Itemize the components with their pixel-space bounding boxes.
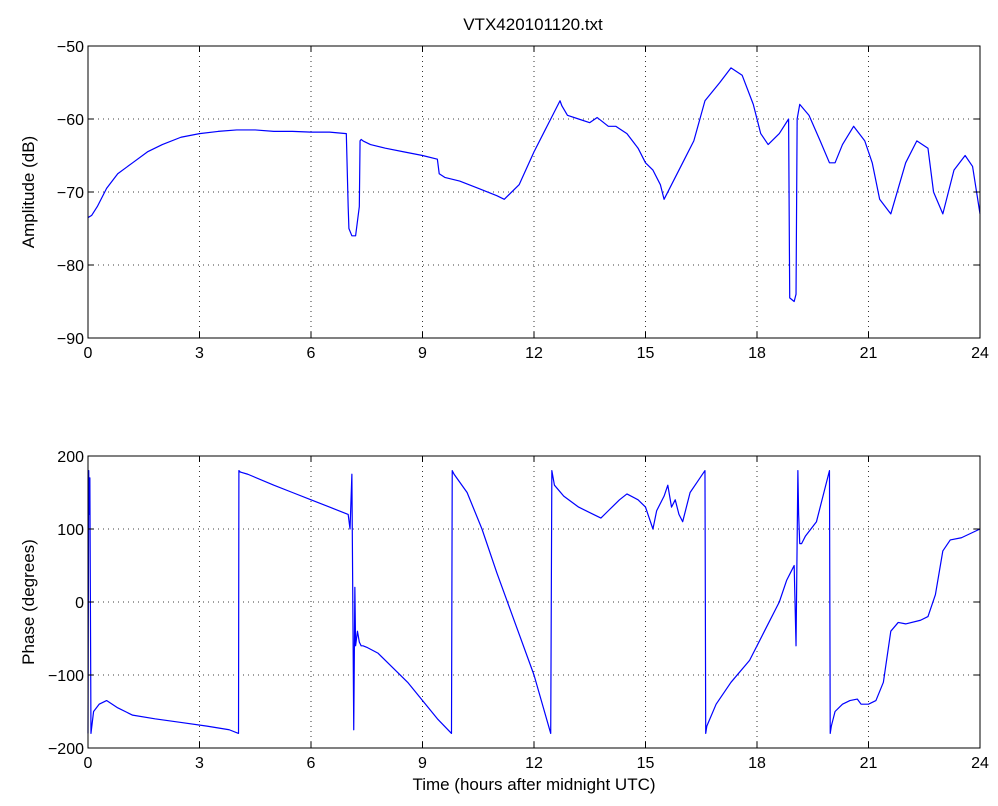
phase-series-line — [87, 470, 981, 735]
amplitude-panel: 0 3 6 9 12 15 18 21 24 −90 −80 −70 −60 −50 Amplitude (… — [19, 39, 989, 362]
amplitude-x-tick-label: 9 — [418, 345, 427, 362]
amplitude-y-tick-label: −70 — [57, 185, 84, 202]
amplitude-x-tick-label: 18 — [748, 345, 766, 362]
amplitude-x-tick-label: 6 — [307, 345, 316, 362]
amplitude-x-tick-label: 12 — [525, 345, 543, 362]
phase-y-tick-label: 200 — [57, 449, 84, 466]
amplitude-y-tick-label: −50 — [57, 39, 84, 56]
phase-x-tick-label: 0 — [84, 755, 93, 772]
phase-x-tick-label: 6 — [307, 755, 316, 772]
figure-title: VTX420101120.txt — [463, 15, 603, 34]
phase-y-tick-label: 100 — [57, 522, 84, 539]
phase-x-tick-label: 15 — [637, 755, 655, 772]
phase-x-tick-label: 18 — [748, 755, 766, 772]
phase-x-tick-label: 21 — [860, 755, 878, 772]
phase-panel: 0 3 6 9 12 15 18 21 24 −200 −100 0 100 200 Phase (degr… — [19, 449, 989, 794]
amplitude-y-tick-label: −60 — [57, 112, 84, 129]
amplitude-x-tick-label: 15 — [637, 345, 655, 362]
phase-x-tick-label: 9 — [418, 755, 427, 772]
phase-y-tick-label: 0 — [75, 595, 84, 612]
phase-y-tick-label: −100 — [48, 668, 84, 685]
phase-x-tick-label: 12 — [525, 755, 543, 772]
phase-x-tick-label: 24 — [971, 755, 989, 772]
amplitude-series-line — [87, 67, 981, 303]
phase-y-tick-label: −200 — [48, 741, 84, 758]
amplitude-x-tick-label: 3 — [195, 345, 204, 362]
phase-x-axis-label: Time (hours after midnight UTC) — [412, 775, 655, 794]
amplitude-x-tick-label: 24 — [971, 345, 989, 362]
amplitude-x-tick-label: 0 — [84, 345, 93, 362]
amplitude-y-tick-label: −80 — [57, 258, 84, 275]
amplitude-x-tick-label: 21 — [860, 345, 878, 362]
amplitude-y-axis-label: Amplitude (dB) — [19, 136, 38, 248]
amplitude-y-tick-label: −90 — [57, 331, 84, 348]
phase-y-axis-label: Phase (degrees) — [19, 539, 38, 665]
phase-x-tick-label: 3 — [195, 755, 204, 772]
